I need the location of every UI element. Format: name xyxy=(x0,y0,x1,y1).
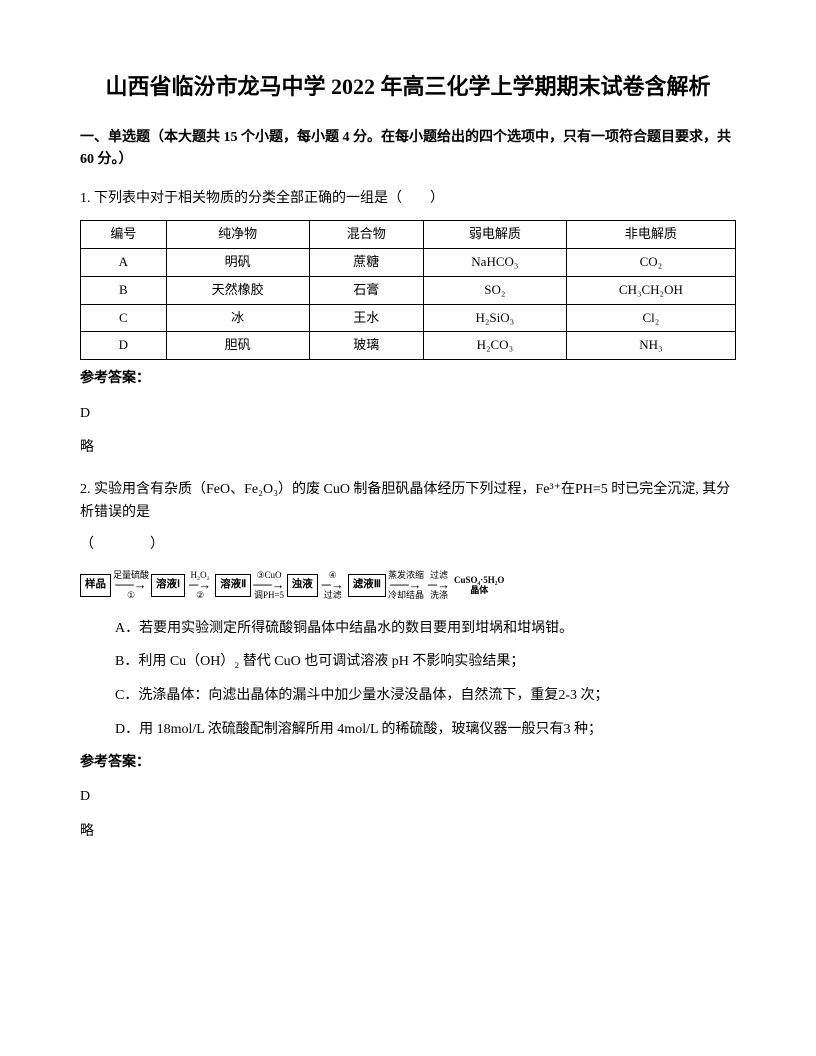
cell: 石膏 xyxy=(309,276,423,304)
cell: C xyxy=(81,304,167,332)
product-bot: 晶体 xyxy=(470,586,488,596)
cell: NaHCO₃ xyxy=(423,248,566,276)
cell: 明矾 xyxy=(166,248,309,276)
cell: 胆矾 xyxy=(166,332,309,360)
q2-text-2: （ ） xyxy=(80,534,736,556)
th-mix: 混合物 xyxy=(309,221,423,249)
flow-arrow-3: ③CuO ──→ 调PH=5 xyxy=(253,571,284,601)
q2-text-1: 2. 实验用含有杂质（FeO、Fe₂O₃）的废 CuO 制备胆矾晶体经历下列过程… xyxy=(80,479,736,524)
flow-arrow-1: 足量硫酸 ──→ ① xyxy=(113,571,149,601)
flow-box-sol1: 溶液Ⅰ xyxy=(151,574,185,597)
flow-box-filtrate: 滤液Ⅲ xyxy=(348,574,386,597)
cell: 冰 xyxy=(166,304,309,332)
th-id: 编号 xyxy=(81,221,167,249)
th-pure: 纯净物 xyxy=(166,221,309,249)
cell: H₂CO₃ xyxy=(423,332,566,360)
table-row: A 明矾 蔗糖 NaHCO₃ CO₂ xyxy=(81,248,736,276)
q2-answer-label: 参考答案： xyxy=(80,752,736,774)
cell: NH₃ xyxy=(566,332,735,360)
cell: Cl₂ xyxy=(566,304,735,332)
option-c-text: C．洗涤晶体：向滤出晶体的漏斗中加少量水浸没晶体，自然流下，重复2-3 次； xyxy=(115,688,609,703)
cell: CH₃CH₂OH xyxy=(566,276,735,304)
flow-product: CuSO₄·5H₂O 晶体 xyxy=(454,576,504,596)
cell: CO₂ xyxy=(566,248,735,276)
arrow-bot: 洗涤 xyxy=(430,591,448,601)
cell: 天然橡胶 xyxy=(166,276,309,304)
cell: 蔗糖 xyxy=(309,248,423,276)
q1-answer: D xyxy=(80,403,736,425)
q2-answer: D xyxy=(80,786,736,808)
q2-option-c: C．洗涤晶体：向滤出晶体的漏斗中加少量水浸没晶体，自然流下，重复2-3 次； xyxy=(80,684,736,708)
page-title: 山西省临汾市龙马中学 2022 年高三化学上学期期末试卷含解析 xyxy=(80,70,736,103)
cell: 玻璃 xyxy=(309,332,423,360)
cell: B xyxy=(81,276,167,304)
th-weak: 弱电解质 xyxy=(423,221,566,249)
cell: H₂SiO₃ xyxy=(423,304,566,332)
q1-table: 编号 纯净物 混合物 弱电解质 非电解质 A 明矾 蔗糖 NaHCO₃ CO₂ … xyxy=(80,220,736,360)
cell: A xyxy=(81,248,167,276)
arrow-bot: ① xyxy=(127,591,135,601)
q1-answer-label: 参考答案： xyxy=(80,368,736,390)
q2-flowchart: 样品 足量硫酸 ──→ ① 溶液Ⅰ H₂O₂ ─→ ② 溶液Ⅱ ③CuO ──→… xyxy=(80,571,736,601)
flow-arrow-4: ④ ─→ 过滤 xyxy=(320,571,346,601)
arrow-bot: ② xyxy=(196,591,204,601)
table-row: D 胆矾 玻璃 H₂CO₃ NH₃ xyxy=(81,332,736,360)
arrow-bot: 调PH=5 xyxy=(254,591,284,601)
arrow-bot: 过滤 xyxy=(324,591,342,601)
flow-arrow-2: H₂O₂ ─→ ② xyxy=(187,571,213,601)
q2-answer-extra: 略 xyxy=(80,821,736,843)
arrow-bot: 冷却结晶 xyxy=(388,591,424,601)
th-non: 非电解质 xyxy=(566,221,735,249)
flow-box-sol2: 溶液Ⅱ xyxy=(215,574,251,597)
section-intro: 一、单选题（本大题共 15 个小题，每小题 4 分。在每小题给出的四个选项中，只… xyxy=(80,127,736,172)
q2-option-b: B．利用 Cu（OH）₂ 替代 CuO 也可调试溶液 pH 不影响实验结果； xyxy=(80,650,736,674)
cell: D xyxy=(81,332,167,360)
table-row: C 冰 王水 H₂SiO₃ Cl₂ xyxy=(81,304,736,332)
flow-arrow-5: 蒸发浓缩 ──→ 冷却结晶 xyxy=(388,571,424,601)
flow-box-sample: 样品 xyxy=(80,574,111,597)
cell: 王水 xyxy=(309,304,423,332)
cell: SO₂ xyxy=(423,276,566,304)
table-row: B 天然橡胶 石膏 SO₂ CH₃CH₂OH xyxy=(81,276,736,304)
q2-option-a: A．若要用实验测定所得硫酸铜晶体中结晶水的数目要用到坩埚和坩埚钳。 xyxy=(80,617,736,641)
option-d-text: D．用 18mol/L 浓硫酸配制溶解所用 4mol/L 的稀硫酸，玻璃仪器一般… xyxy=(115,722,602,737)
q1-text: 1. 下列表中对于相关物质的分类全部正确的一组是（ ） xyxy=(80,188,736,210)
q1-answer-extra: 略 xyxy=(80,437,736,459)
flow-box-turbid: 浊液 xyxy=(287,574,318,597)
table-header-row: 编号 纯净物 混合物 弱电解质 非电解质 xyxy=(81,221,736,249)
flow-arrow-6: 过滤 ─→ 洗涤 xyxy=(426,571,452,601)
q2-option-d: D．用 18mol/L 浓硫酸配制溶解所用 4mol/L 的稀硫酸，玻璃仪器一般… xyxy=(80,718,736,742)
